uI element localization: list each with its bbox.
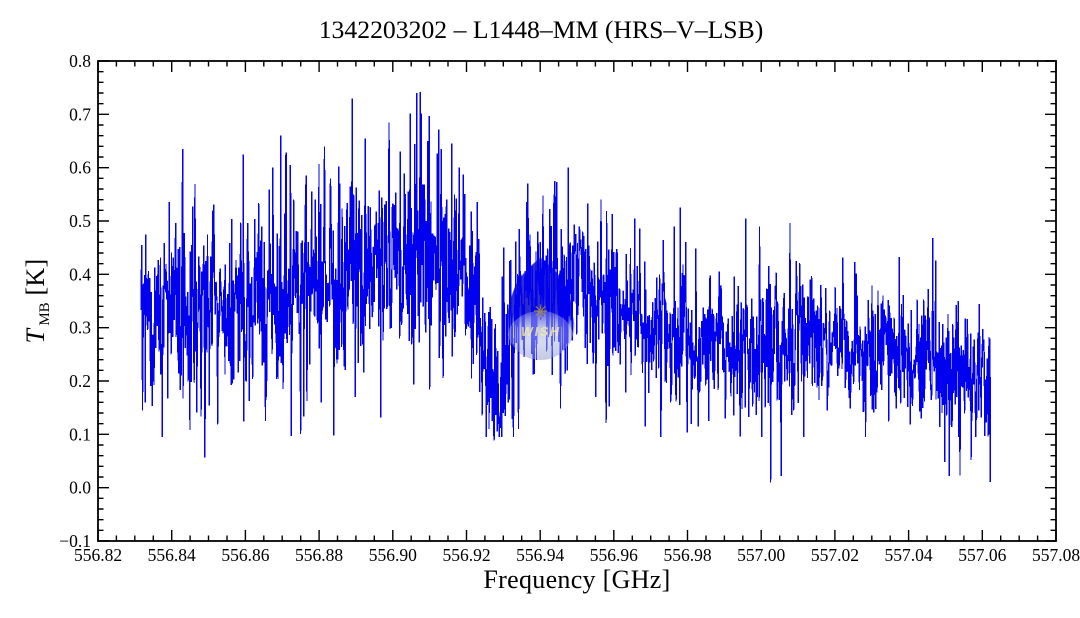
svg-text:0.2: 0.2 <box>69 371 91 391</box>
svg-text:0.6: 0.6 <box>69 158 91 178</box>
svg-text:0.7: 0.7 <box>69 104 91 124</box>
svg-text:0.1: 0.1 <box>69 424 91 444</box>
svg-text:557.08: 557.08 <box>1032 545 1080 565</box>
svg-text:557.02: 557.02 <box>811 545 859 565</box>
svg-text:556.96: 556.96 <box>590 545 638 565</box>
svg-text:556.92: 556.92 <box>442 545 490 565</box>
svg-text:556.88: 556.88 <box>295 545 343 565</box>
svg-text:556.82: 556.82 <box>74 545 122 565</box>
svg-text:556.84: 556.84 <box>148 545 196 565</box>
svg-text:T MB [K]: T MB [K] <box>21 259 53 344</box>
svg-text:557.04: 557.04 <box>885 545 933 565</box>
svg-text:Frequency [GHz]: Frequency [GHz] <box>483 565 670 594</box>
svg-text:556.86: 556.86 <box>221 545 269 565</box>
svg-text:WISH: WISH <box>521 325 561 339</box>
svg-text:1342203202 – L1448–MM (HRS–V–L: 1342203202 – L1448–MM (HRS–V–LSB) <box>319 15 764 44</box>
svg-text:556.98: 556.98 <box>663 545 711 565</box>
svg-text:0.0: 0.0 <box>69 478 91 498</box>
svg-text:556.94: 556.94 <box>516 545 564 565</box>
svg-text:557.06: 557.06 <box>958 545 1006 565</box>
svg-text:0.4: 0.4 <box>69 264 91 284</box>
svg-text:557.00: 557.00 <box>737 545 785 565</box>
svg-text:0.3: 0.3 <box>69 318 91 338</box>
svg-text:0.5: 0.5 <box>69 211 91 231</box>
svg-text:−0.1: −0.1 <box>59 531 91 551</box>
svg-text:0.8: 0.8 <box>69 51 91 71</box>
svg-text:556.90: 556.90 <box>369 545 417 565</box>
